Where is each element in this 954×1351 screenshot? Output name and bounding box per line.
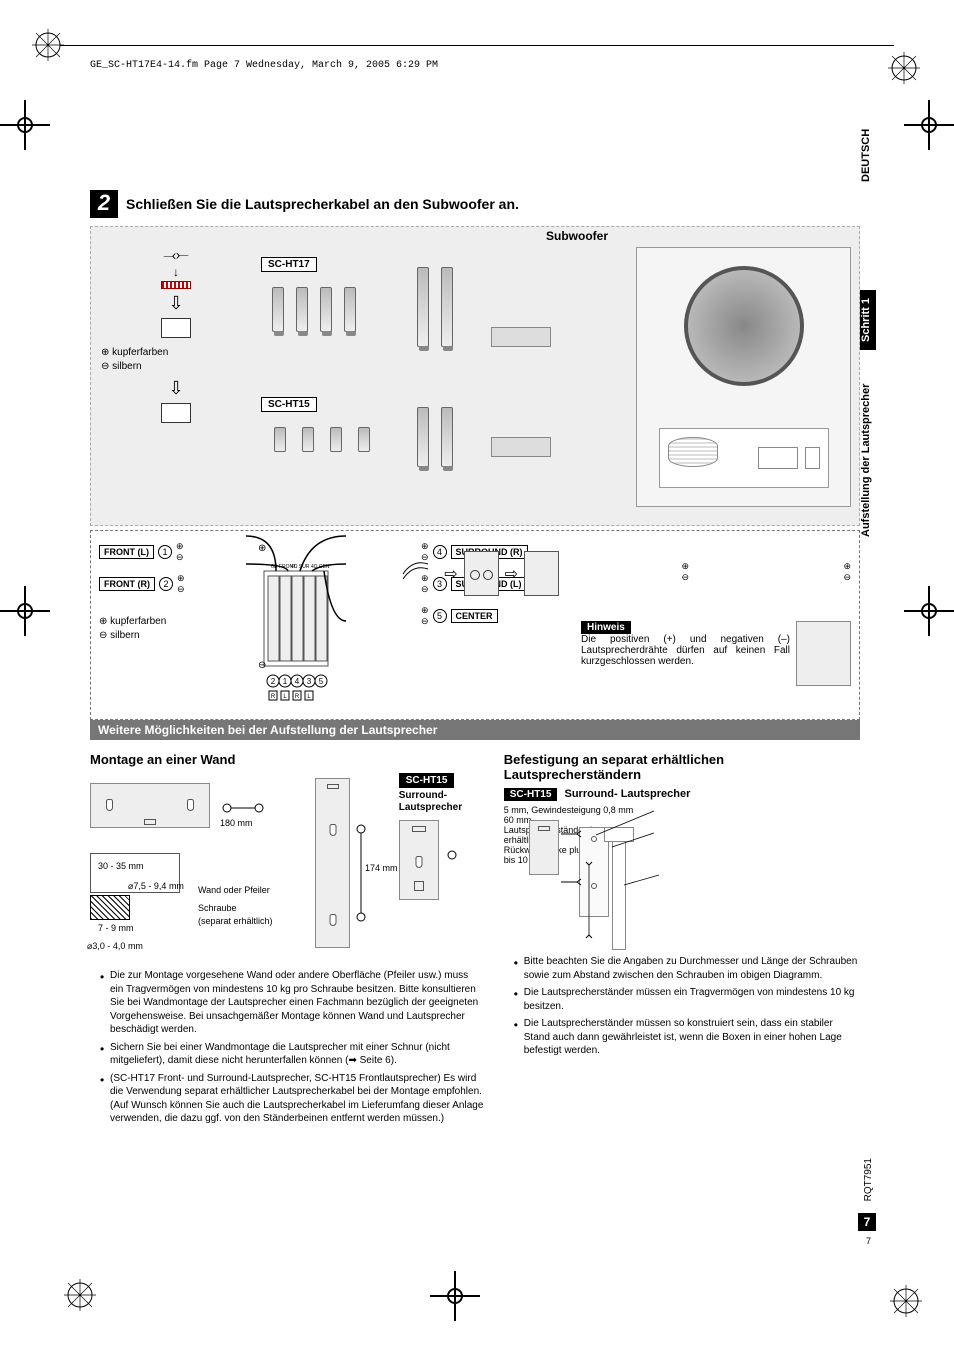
wall-mount-column: Montage an einer Wand 180 mm 30 - 35 — [90, 752, 484, 1130]
svg-text:5: 5 — [319, 677, 324, 686]
stand-model-tag: SC-HT15 — [504, 788, 558, 801]
regmark-bottom-right — [886, 1281, 926, 1321]
wand-label: Wand oder Pfeiler — [198, 885, 270, 895]
stand-column: Befestigung an separat erhältlichen Laut… — [504, 752, 860, 1130]
model-tag-ht17: SC-HT17 — [261, 257, 317, 272]
svg-text:R: R — [295, 694, 300, 700]
diagram-speakers-subwoofer: Subwoofer ⤙⤚ ↓ ⇩ ⊕ kupferfarben ⊖ silber… — [90, 226, 860, 526]
dim-30-40: ⌀3,0 - 4,0 mm — [87, 941, 143, 952]
step-number: 2 — [90, 190, 118, 218]
svg-text:1: 1 — [283, 677, 288, 686]
stand-bullet-2: Die Lautsprecherständer müssen ein Tragv… — [514, 986, 860, 1013]
dim-174: 174 mm — [365, 863, 398, 873]
dim-30-35: 30 - 35 mm — [98, 861, 144, 871]
label-center: CENTER — [451, 609, 498, 623]
stand-thread: 5 mm, Gewindesteigung 0,8 mm — [504, 805, 860, 815]
step-title: Schließen Sie die Lautsprecherkabel an d… — [126, 196, 519, 212]
schraube-label: Schraube — [198, 903, 237, 913]
regmark-top-right — [884, 48, 924, 88]
wall-bullet-2: Sichern Sie bei einer Wandmontage die La… — [100, 1041, 484, 1068]
svg-text:⊖: ⊖ — [258, 660, 266, 671]
section-bar: Weitere Möglichkeiten bei der Aufstellun… — [90, 720, 860, 740]
step-header: 2 Schließen Sie die Lautsprecherkabel an… — [90, 190, 860, 218]
trim-crosshair-left-mid — [0, 586, 50, 636]
wall-model-tag: SC-HT15 — [399, 773, 455, 788]
content-area: 2 Schließen Sie die Lautsprecherkabel an… — [90, 190, 860, 1130]
terminal-block-illustration: 6Ω FRONT 4Ω SUR 4Ω CEN 2 1 4 3 5 R L — [246, 516, 346, 706]
stand-bullet-3: Die Lautsprecherständer müssen so konstr… — [514, 1017, 860, 1058]
dim-7-9: 7 - 9 mm — [98, 923, 134, 933]
svg-text:R: R — [271, 694, 276, 700]
wall-bullet-3: (SC-HT17 Front- und Surround-Lautspreche… — [100, 1072, 484, 1126]
wall-bullet-1: Die zur Montage vorgesehene Wand oder an… — [100, 969, 484, 1037]
file-header: GE_SC-HT17E4-14.fm Page 7 Wednesday, Mar… — [90, 60, 438, 71]
svg-text:⊕: ⊕ — [258, 543, 266, 554]
subwoofer-illustration — [636, 247, 851, 507]
dim-180: 180 mm — [220, 818, 253, 828]
stand-heading: Befestigung an separat erhältlichen Laut… — [504, 752, 860, 782]
subwoofer-label: Subwoofer — [546, 229, 608, 243]
footer-code: RQT7951 — [863, 1158, 874, 1201]
tab-language: DEUTSCH — [856, 120, 876, 190]
polarity-plus-1: ⊕ kupferfarben — [101, 346, 251, 360]
diagram-wiring: FRONT (L) 1 ⊕⊖ FRONT (R) 2 ⊕⊖ ⊕ kupferfa… — [90, 530, 860, 720]
wall-mount-heading: Montage an einer Wand — [90, 752, 484, 767]
dim-75-94: ⌀7,5 - 9,4 mm — [128, 881, 184, 892]
model-tag-ht15: SC-HT15 — [261, 397, 317, 412]
trim-crosshair-bottom — [430, 1271, 480, 1321]
trim-crosshair-right-top — [904, 100, 954, 150]
svg-text:4: 4 — [295, 677, 300, 686]
trim-line-top — [60, 45, 894, 46]
trim-crosshair-left-top — [0, 100, 50, 150]
circ-5: 5 — [433, 609, 447, 623]
page-number-box: 7 — [858, 1213, 876, 1231]
wall-model-sub: Surround-Lautsprecher — [399, 790, 484, 814]
label-front-r: FRONT (R) — [99, 577, 155, 591]
stand-diagram: 5 mm, Gewindesteigung 0,8 mm 60 mm Lauts… — [504, 805, 860, 955]
svg-text:2: 2 — [271, 677, 276, 686]
regmark-bottom-left — [60, 1275, 100, 1315]
stand-model-sub: Surround- Lautsprecher — [565, 788, 691, 800]
wall-bullets: Die zur Montage vorgesehene Wand oder an… — [90, 969, 484, 1126]
polarity-plus-2: ⊕ kupferfarben — [99, 615, 239, 629]
schraube-sub: (separat erhältlich) — [198, 916, 273, 926]
trim-crosshair-right-mid — [904, 586, 954, 636]
stand-bullet-1: Bitte beachten Sie die Angaben zu Durchm… — [514, 955, 860, 982]
stand-bullets: Bitte beachten Sie die Angaben zu Durchm… — [504, 955, 860, 1058]
page-number-small: 7 — [866, 1236, 871, 1246]
circ-2: 2 — [159, 577, 173, 591]
hinweis-tag: Hinweis — [581, 621, 631, 634]
polarity-minus-2: ⊖ silbern — [99, 629, 239, 643]
wall-mount-diagram: 180 mm 30 - 35 mm ⌀7,5 - 9,4 mm 7 - 9 mm… — [90, 773, 484, 963]
circ-1: 1 — [158, 545, 172, 559]
label-front-l: FRONT (L) — [99, 545, 154, 559]
svg-text:3: 3 — [307, 677, 312, 686]
polarity-minus-1: ⊖ silbern — [101, 360, 251, 374]
